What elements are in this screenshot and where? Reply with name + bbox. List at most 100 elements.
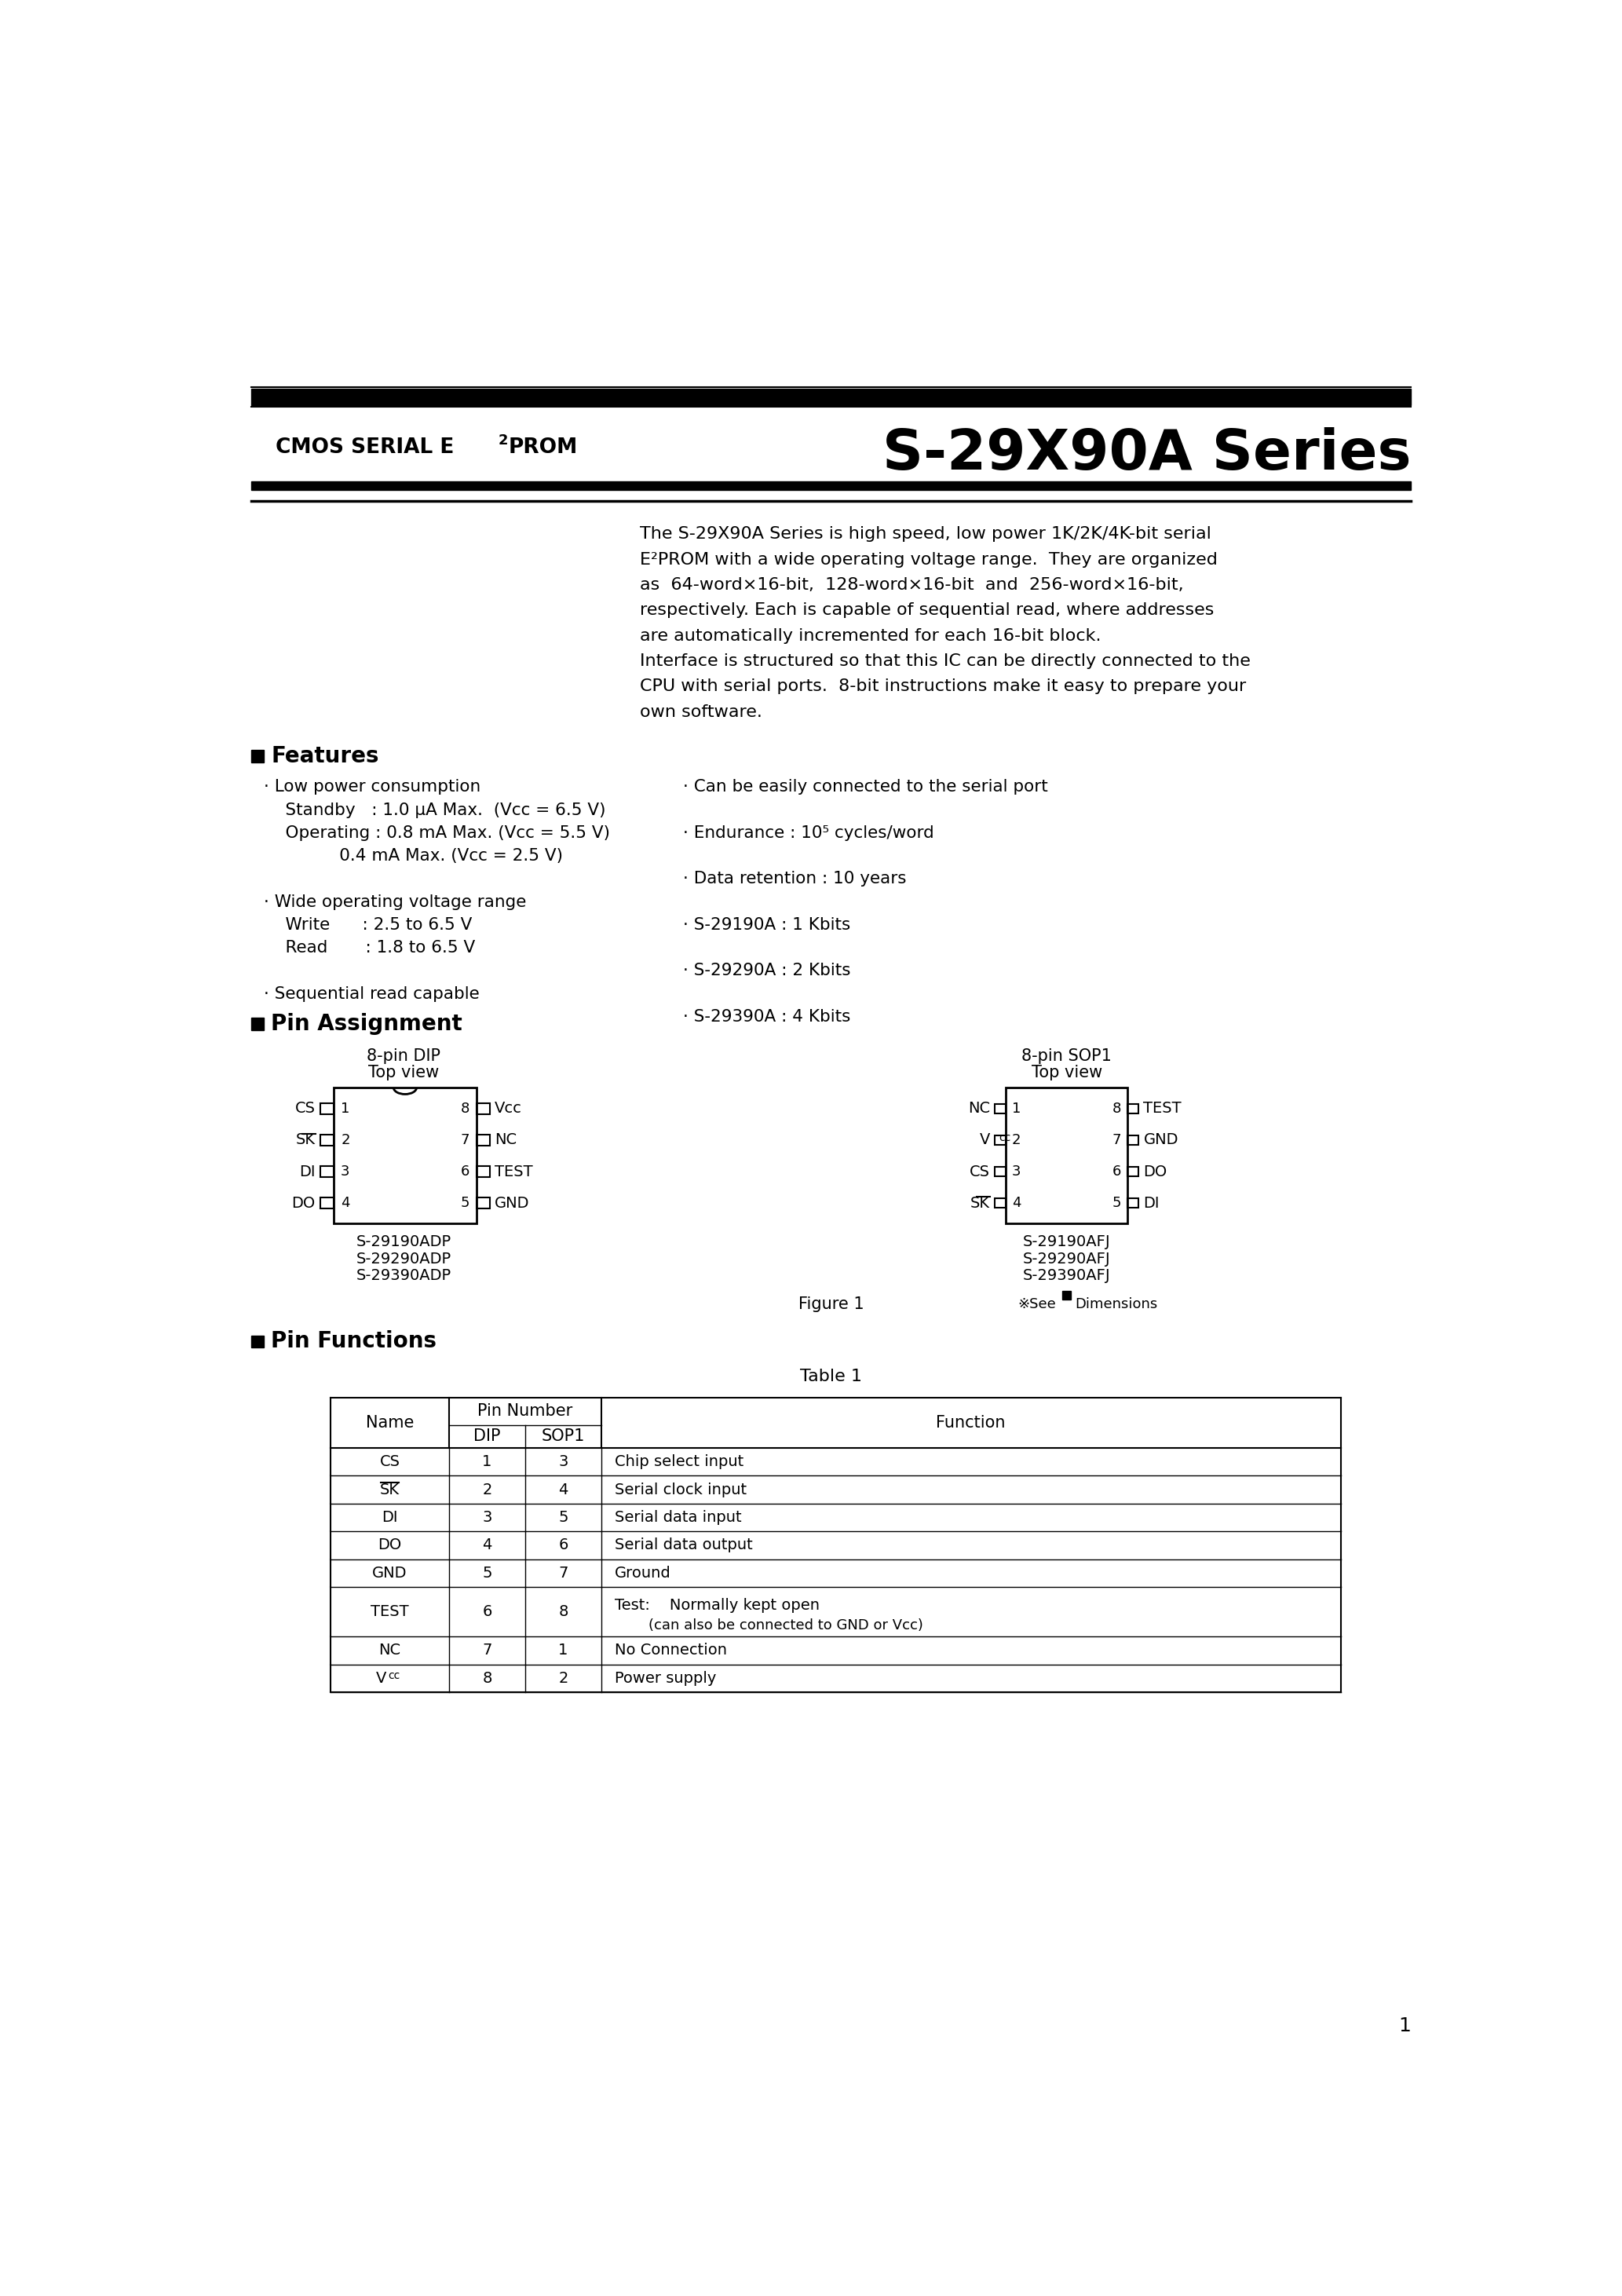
Text: S-29290AFJ: S-29290AFJ xyxy=(1023,1251,1111,1267)
Bar xyxy=(320,1166,334,1178)
Text: 2: 2 xyxy=(498,434,508,448)
Text: Interface is structured so that this IC can be directly connected to the: Interface is structured so that this IC … xyxy=(639,654,1251,668)
Text: 7: 7 xyxy=(1113,1132,1121,1148)
Text: 8: 8 xyxy=(461,1102,469,1116)
Text: Test:    Normally kept open: Test: Normally kept open xyxy=(615,1598,819,1612)
Text: 6: 6 xyxy=(558,1538,568,1552)
Text: Chip select input: Chip select input xyxy=(615,1453,743,1469)
Bar xyxy=(994,1104,1006,1114)
Text: · Sequential read capable: · Sequential read capable xyxy=(264,985,478,1001)
Text: DI: DI xyxy=(381,1511,397,1525)
Text: GND: GND xyxy=(495,1196,530,1210)
Bar xyxy=(320,1104,334,1114)
Text: Pin Functions: Pin Functions xyxy=(271,1329,436,1352)
Text: Write      : 2.5 to 6.5 V: Write : 2.5 to 6.5 V xyxy=(264,916,472,932)
Text: TEST: TEST xyxy=(371,1605,409,1619)
Text: E²PROM with a wide operating voltage range.  They are organized: E²PROM with a wide operating voltage ran… xyxy=(639,551,1218,567)
Text: DO: DO xyxy=(378,1538,402,1552)
Text: V: V xyxy=(980,1132,989,1148)
Text: · Data retention : 10 years: · Data retention : 10 years xyxy=(683,870,907,886)
Bar xyxy=(251,751,264,762)
Text: 5: 5 xyxy=(461,1196,469,1210)
Text: Standby   : 1.0 μA Max.  (Vcc = 6.5 V): Standby : 1.0 μA Max. (Vcc = 6.5 V) xyxy=(264,801,605,817)
Text: NC: NC xyxy=(495,1132,517,1148)
Text: 0.4 mA Max. (Vcc = 2.5 V): 0.4 mA Max. (Vcc = 2.5 V) xyxy=(264,847,563,863)
Text: · S-29290A : 2 Kbits: · S-29290A : 2 Kbits xyxy=(683,962,852,978)
Text: Vcc: Vcc xyxy=(495,1102,522,1116)
Bar xyxy=(251,482,1411,489)
Text: CS: CS xyxy=(970,1164,989,1180)
Text: S-29X90A Series: S-29X90A Series xyxy=(882,427,1411,480)
Text: NC: NC xyxy=(968,1102,989,1116)
Bar xyxy=(1127,1166,1139,1176)
Text: 6: 6 xyxy=(1113,1164,1121,1178)
Text: DO: DO xyxy=(1144,1164,1168,1180)
Text: 1: 1 xyxy=(482,1453,491,1469)
Bar xyxy=(1127,1134,1139,1146)
Bar xyxy=(334,1088,477,1224)
Bar xyxy=(1127,1199,1139,1208)
Text: S-29290ADP: S-29290ADP xyxy=(355,1251,451,1267)
Text: Top view: Top view xyxy=(368,1065,440,1081)
Bar xyxy=(1062,1290,1071,1300)
Text: cc: cc xyxy=(999,1132,1011,1143)
Bar xyxy=(320,1199,334,1208)
Text: Top view: Top view xyxy=(1032,1065,1103,1081)
Text: SK: SK xyxy=(295,1132,315,1148)
Bar xyxy=(994,1134,1006,1146)
Text: Features: Features xyxy=(271,746,380,767)
Text: 3: 3 xyxy=(558,1453,568,1469)
Text: TEST: TEST xyxy=(495,1164,534,1180)
Text: · S-29390A : 4 Kbits: · S-29390A : 4 Kbits xyxy=(683,1008,852,1024)
Text: 1: 1 xyxy=(1012,1102,1020,1116)
Bar xyxy=(251,1336,264,1348)
Text: 8-pin SOP1: 8-pin SOP1 xyxy=(1022,1049,1111,1063)
Text: Serial data input: Serial data input xyxy=(615,1511,741,1525)
Text: as  64-word×16-bit,  128-word×16-bit  and  256-word×16-bit,: as 64-word×16-bit, 128-word×16-bit and 2… xyxy=(639,576,1184,592)
Text: 8-pin DIP: 8-pin DIP xyxy=(367,1049,441,1063)
Text: respectively. Each is capable of sequential read, where addresses: respectively. Each is capable of sequent… xyxy=(639,602,1213,618)
Text: Serial data output: Serial data output xyxy=(615,1538,753,1552)
Text: Ground: Ground xyxy=(615,1566,672,1580)
Text: · Endurance : 10⁵ cycles/word: · Endurance : 10⁵ cycles/word xyxy=(683,824,934,840)
Text: Table 1: Table 1 xyxy=(800,1368,863,1384)
Text: 1: 1 xyxy=(341,1102,350,1116)
Text: V: V xyxy=(376,1671,386,1685)
Bar xyxy=(1127,1104,1139,1114)
Text: Power supply: Power supply xyxy=(615,1671,717,1685)
Text: 6: 6 xyxy=(482,1605,491,1619)
Text: cc: cc xyxy=(388,1669,401,1681)
Text: own software.: own software. xyxy=(639,705,762,721)
Text: S-29190ADP: S-29190ADP xyxy=(355,1235,451,1249)
Text: · S-29190A : 1 Kbits: · S-29190A : 1 Kbits xyxy=(683,916,852,932)
Text: The S-29X90A Series is high speed, low power 1K/2K/4K-bit serial: The S-29X90A Series is high speed, low p… xyxy=(639,526,1212,542)
Bar xyxy=(320,1134,334,1146)
Text: CMOS SERIAL E: CMOS SERIAL E xyxy=(276,439,454,457)
Text: 3: 3 xyxy=(1012,1164,1020,1178)
Text: 1: 1 xyxy=(558,1644,568,1658)
Text: are automatically incremented for each 16-bit block.: are automatically incremented for each 1… xyxy=(639,629,1101,643)
Text: CS: CS xyxy=(380,1453,401,1469)
Text: · Low power consumption: · Low power consumption xyxy=(264,778,480,794)
Text: SK: SK xyxy=(380,1483,399,1497)
Text: S-29390AFJ: S-29390AFJ xyxy=(1023,1267,1111,1283)
Text: 2: 2 xyxy=(482,1483,491,1497)
Text: (can also be connected to GND or Vcc): (can also be connected to GND or Vcc) xyxy=(649,1619,923,1632)
Text: 3: 3 xyxy=(341,1164,350,1178)
Text: 4: 4 xyxy=(1012,1196,1020,1210)
Bar xyxy=(994,1199,1006,1208)
Bar xyxy=(1006,1088,1127,1224)
Text: 5: 5 xyxy=(558,1511,568,1525)
Text: GND: GND xyxy=(1144,1132,1178,1148)
Bar xyxy=(994,1166,1006,1176)
Text: · Can be easily connected to the serial port: · Can be easily connected to the serial … xyxy=(683,778,1048,794)
Text: ※See: ※See xyxy=(1019,1297,1056,1311)
Text: 3: 3 xyxy=(482,1511,491,1525)
Text: TEST: TEST xyxy=(1144,1102,1181,1116)
Text: 6: 6 xyxy=(461,1164,469,1178)
Bar xyxy=(477,1199,490,1208)
Text: SOP1: SOP1 xyxy=(542,1428,586,1444)
Text: 2: 2 xyxy=(341,1132,350,1148)
Text: 4: 4 xyxy=(482,1538,491,1552)
Text: Serial clock input: Serial clock input xyxy=(615,1483,746,1497)
